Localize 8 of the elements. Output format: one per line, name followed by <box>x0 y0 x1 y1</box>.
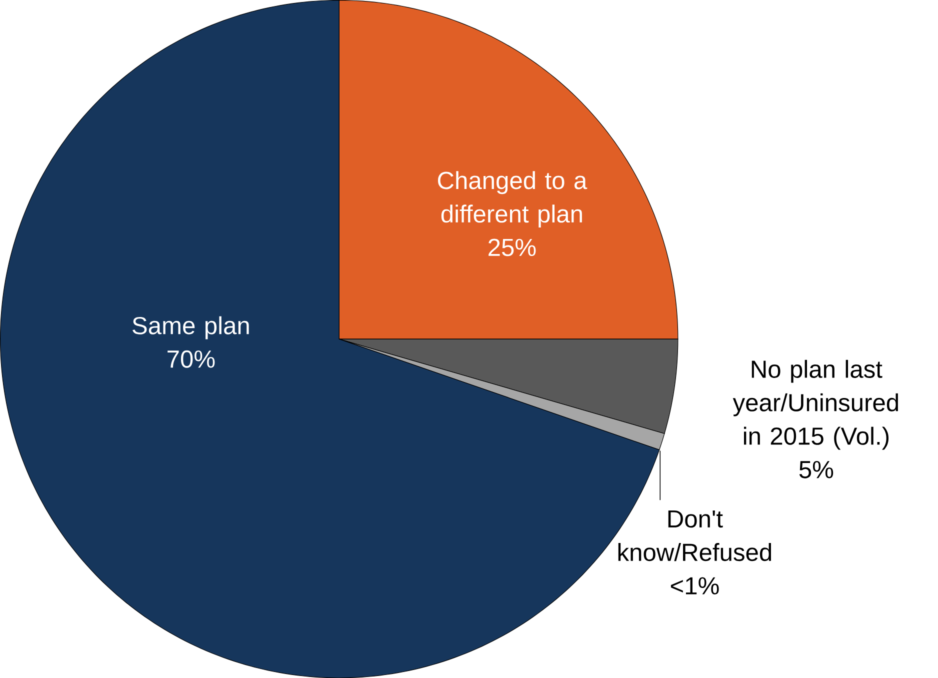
data-label: <1% <box>670 577 719 594</box>
data-label: 5% <box>799 460 834 478</box>
data-label: 25% <box>488 238 536 256</box>
slice-label: Don't know/Refused <box>618 510 772 561</box>
slice-label: No plan last year/Uninsured in 2015 (Vol.) <box>732 360 898 450</box>
slice-label: Changed to a different plan <box>438 171 588 228</box>
data-label: 70% <box>168 350 215 368</box>
slice-label: Same plan <box>132 316 249 340</box>
